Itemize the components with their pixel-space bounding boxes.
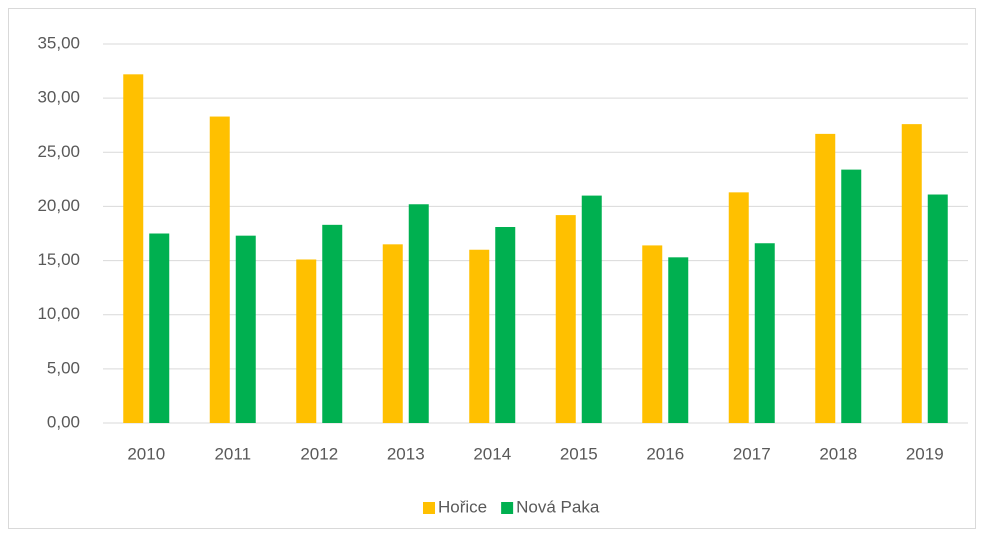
- bar: [581, 195, 602, 423]
- x-tick-label: 2016: [646, 444, 684, 463]
- bar: [123, 74, 144, 423]
- bar: [209, 116, 230, 424]
- x-tick-label: 2012: [300, 444, 338, 463]
- x-tick-label: 2014: [473, 444, 511, 463]
- bar: [149, 233, 170, 423]
- bar: [754, 243, 775, 423]
- y-tick-label: 20,00: [37, 196, 80, 215]
- x-tick-label: 2018: [819, 444, 857, 463]
- bar: [927, 194, 948, 423]
- y-tick-label: 5,00: [47, 358, 80, 377]
- legend-swatch: [423, 502, 435, 514]
- chart-border: [8, 8, 976, 529]
- bar: [642, 245, 663, 423]
- bar: [815, 133, 836, 423]
- bar: [469, 249, 490, 423]
- bar: [495, 227, 516, 423]
- bar: [728, 192, 749, 423]
- bar: [901, 124, 922, 423]
- y-tick-label: 15,00: [37, 250, 80, 269]
- bar: [382, 244, 403, 423]
- legend-swatch: [501, 502, 514, 514]
- y-tick-label: 0,00: [47, 412, 80, 431]
- x-tick-label: 2015: [560, 444, 598, 463]
- x-tick-label: 2019: [906, 444, 944, 463]
- bar: [235, 235, 256, 423]
- bar: [408, 204, 429, 423]
- x-tick-label: 2010: [127, 444, 165, 463]
- y-tick-label: 10,00: [37, 304, 80, 323]
- x-tick-label: 2013: [387, 444, 425, 463]
- bar: [668, 257, 689, 423]
- legend-label: Nová Paka: [516, 497, 600, 516]
- bar: [296, 259, 317, 423]
- bar: [555, 215, 576, 423]
- y-tick-label: 25,00: [37, 142, 80, 161]
- legend-label: Hořice: [438, 497, 487, 516]
- x-tick-label: 2011: [214, 444, 251, 463]
- y-tick-label: 35,00: [37, 33, 80, 52]
- bar: [322, 224, 343, 423]
- y-tick-label: 30,00: [37, 88, 80, 107]
- x-tick-label: 2017: [733, 444, 771, 463]
- bar: [841, 169, 862, 423]
